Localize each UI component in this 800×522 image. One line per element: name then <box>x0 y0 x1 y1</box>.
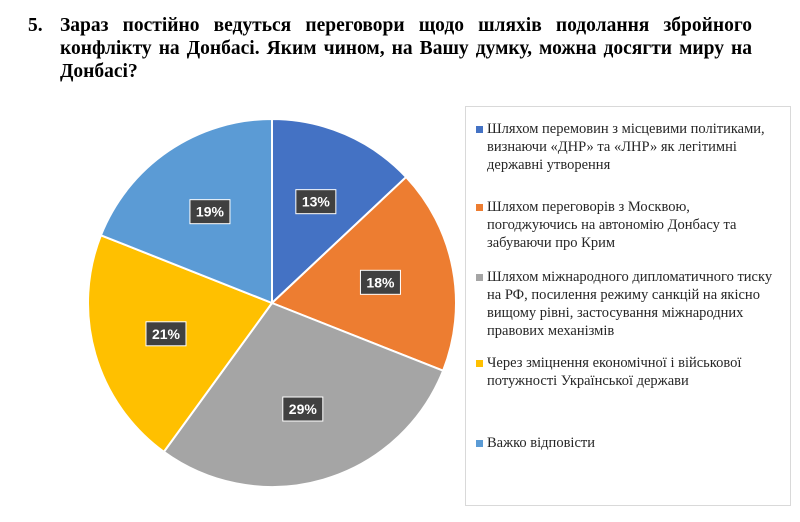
data-label-strengthening-state: 21% <box>145 321 187 347</box>
pie-slices <box>87 117 457 488</box>
data-label-moscow-talks: 18% <box>359 269 401 295</box>
data-label-international-pressure: 29% <box>282 396 324 422</box>
data-label-text-strengthening-state: 21% <box>152 326 181 342</box>
legend-label-strengthening-state: Через зміцнення економічної і військової… <box>487 355 742 389</box>
pie-slice-local-talks <box>271 117 408 306</box>
legend-entry-hard-to-say: Важко відповісти <box>476 434 777 452</box>
data-label-box-hard-to-say <box>189 199 231 225</box>
data-label-box-moscow-talks <box>359 269 401 295</box>
legend-swatch-strengthening-state <box>476 360 483 367</box>
data-label-hard-to-say: 19% <box>189 199 231 225</box>
legend-entry-local-talks: Шляхом перемовин з місцевими політиками,… <box>476 120 777 174</box>
legend-swatch-local-talks <box>476 126 483 133</box>
data-label-text-international-pressure: 29% <box>289 401 318 417</box>
legend-entry-moscow-talks: Шляхом переговорів з Москвою, погоджуючи… <box>476 198 777 252</box>
question-text: Зараз постійно ведуться переговори щодо … <box>60 15 752 82</box>
data-label-box-strengthening-state <box>145 321 187 347</box>
legend-swatch-hard-to-say <box>476 440 483 447</box>
question-heading: 5. Зараз постійно ведуться переговори що… <box>28 14 752 83</box>
data-label-text-local-talks: 13% <box>302 194 331 210</box>
legend-entry-international-pressure: Шляхом міжнародного дипломатичного тиску… <box>476 268 777 340</box>
data-label-text-moscow-talks: 18% <box>366 274 395 290</box>
data-label-box-international-pressure <box>282 396 324 422</box>
data-label-text-hard-to-say: 19% <box>196 204 225 220</box>
pie-slice-international-pressure <box>162 301 445 488</box>
data-label-box-local-talks <box>295 189 337 215</box>
data-label-local-talks: 13% <box>295 189 337 215</box>
legend-label-hard-to-say: Важко відповісти <box>487 435 595 451</box>
question-number: 5. <box>28 15 43 36</box>
legend <box>465 106 791 506</box>
legend-swatch-moscow-talks <box>476 204 483 211</box>
legend-swatch-international-pressure <box>476 274 483 281</box>
legend-label-local-talks: Шляхом перемовин з місцевими політиками,… <box>487 121 765 173</box>
legend-label-moscow-talks: Шляхом переговорів з Москвою, погоджуючи… <box>487 199 737 251</box>
pie-slice-hard-to-say <box>99 117 273 305</box>
pie-data-labels: 13% 18% 29% 21% 19% <box>145 189 401 422</box>
legend-entry-strengthening-state: Через зміцнення економічної і військової… <box>476 354 777 390</box>
legend-label-international-pressure: Шляхом міжнародного дипломатичного тиску… <box>487 269 773 339</box>
